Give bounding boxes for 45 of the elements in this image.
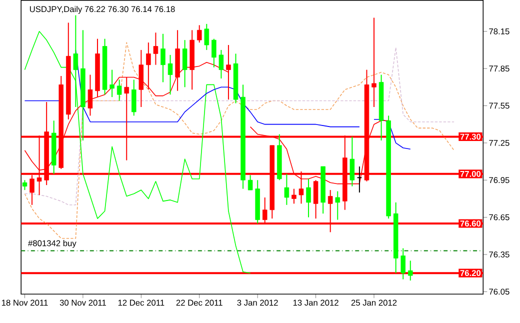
- y-tick-label: 77.55: [489, 102, 510, 109]
- candlestick: [168, 54, 173, 96]
- candlestick: [116, 79, 122, 102]
- candlestick: [218, 50, 224, 80]
- x-tick-label: 3 Jan 2012: [237, 300, 278, 306]
- candlestick: [196, 24, 202, 44]
- candlestick: [372, 17, 376, 108]
- y-tick-label: 76.05: [489, 288, 510, 295]
- ref-line-label: 76.20: [460, 270, 481, 276]
- x-tick-label: 30 Nov 2011: [60, 300, 106, 306]
- candlestick: [22, 180, 28, 191]
- candlestick: [204, 24, 210, 51]
- candlestick: [356, 166, 362, 194]
- ref-line-label: 77.00: [460, 171, 481, 178]
- x-tick-label: 25 Jan 2012: [351, 300, 397, 306]
- y-tick-label: 76.65: [489, 214, 510, 220]
- candlestick: [212, 38, 216, 68]
- x-tick-label: 12 Dec 2011: [118, 300, 164, 306]
- candlestick: [350, 136, 355, 187]
- candlestick: [182, 40, 188, 88]
- candlestick: [132, 79, 136, 116]
- y-tick-label: 78.15: [489, 28, 510, 35]
- y-tick-label: 76.95: [489, 177, 510, 184]
- candlestick: [335, 190, 340, 220]
- candlestick: [153, 32, 158, 66]
- candlestick: [313, 180, 318, 220]
- candlestick: [284, 174, 290, 206]
- x-tick-label: 18 Nov 2011: [2, 300, 48, 306]
- candlestick: [160, 34, 166, 83]
- y-tick-label: 77.25: [489, 140, 510, 146]
- candlestick: [408, 260, 413, 282]
- candlestick: [88, 74, 93, 116]
- y-tick-label: 76.35: [489, 252, 510, 258]
- candlestick: [306, 178, 311, 218]
- x-tick-label: 22 Dec 2011: [176, 300, 222, 306]
- y-tick-label: 77.85: [489, 66, 510, 72]
- candlestick: [248, 174, 253, 191]
- candlestick: [110, 69, 114, 98]
- text: USDJPY,Daily 76.22 76.30 76.14 76.18: [30, 6, 175, 14]
- x-tick-label: 13 Jan 2012: [293, 300, 338, 306]
- candlestick: [292, 188, 296, 204]
- ref-line-label: 77.30: [460, 134, 481, 140]
- ref-line-label: #801342 buy: [28, 240, 76, 248]
- candlestick: [400, 248, 406, 280]
- ref-line-label: 76.60: [460, 220, 481, 227]
